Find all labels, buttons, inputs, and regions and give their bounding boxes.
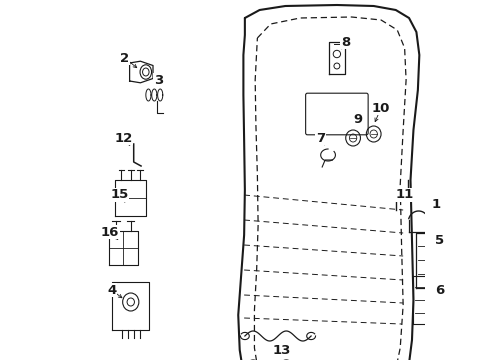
Text: 5: 5 (434, 234, 444, 247)
Text: 10: 10 (371, 102, 389, 114)
Text: 11: 11 (395, 189, 413, 202)
Text: 8: 8 (341, 36, 349, 49)
Text: 16: 16 (101, 225, 119, 239)
Text: 7: 7 (315, 131, 325, 144)
Text: 12: 12 (114, 131, 132, 144)
Text: 15: 15 (110, 189, 128, 202)
Text: 6: 6 (434, 284, 444, 297)
Text: 4: 4 (107, 284, 116, 297)
Text: 3: 3 (154, 73, 163, 86)
Text: 1: 1 (431, 198, 440, 211)
Text: 13: 13 (272, 343, 290, 356)
Text: 2: 2 (120, 51, 129, 64)
Text: 9: 9 (352, 113, 361, 126)
